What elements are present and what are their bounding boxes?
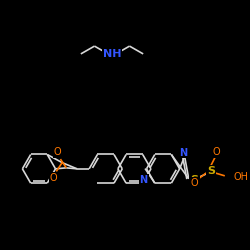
Text: N: N	[180, 148, 188, 158]
Text: O: O	[212, 148, 220, 158]
Text: O: O	[54, 147, 61, 157]
Text: OH: OH	[234, 172, 248, 182]
Text: NH: NH	[103, 49, 121, 59]
Text: O: O	[50, 173, 57, 183]
Text: N: N	[140, 175, 148, 185]
Text: S: S	[190, 175, 198, 185]
Text: S: S	[207, 166, 215, 176]
Text: O: O	[191, 178, 198, 188]
